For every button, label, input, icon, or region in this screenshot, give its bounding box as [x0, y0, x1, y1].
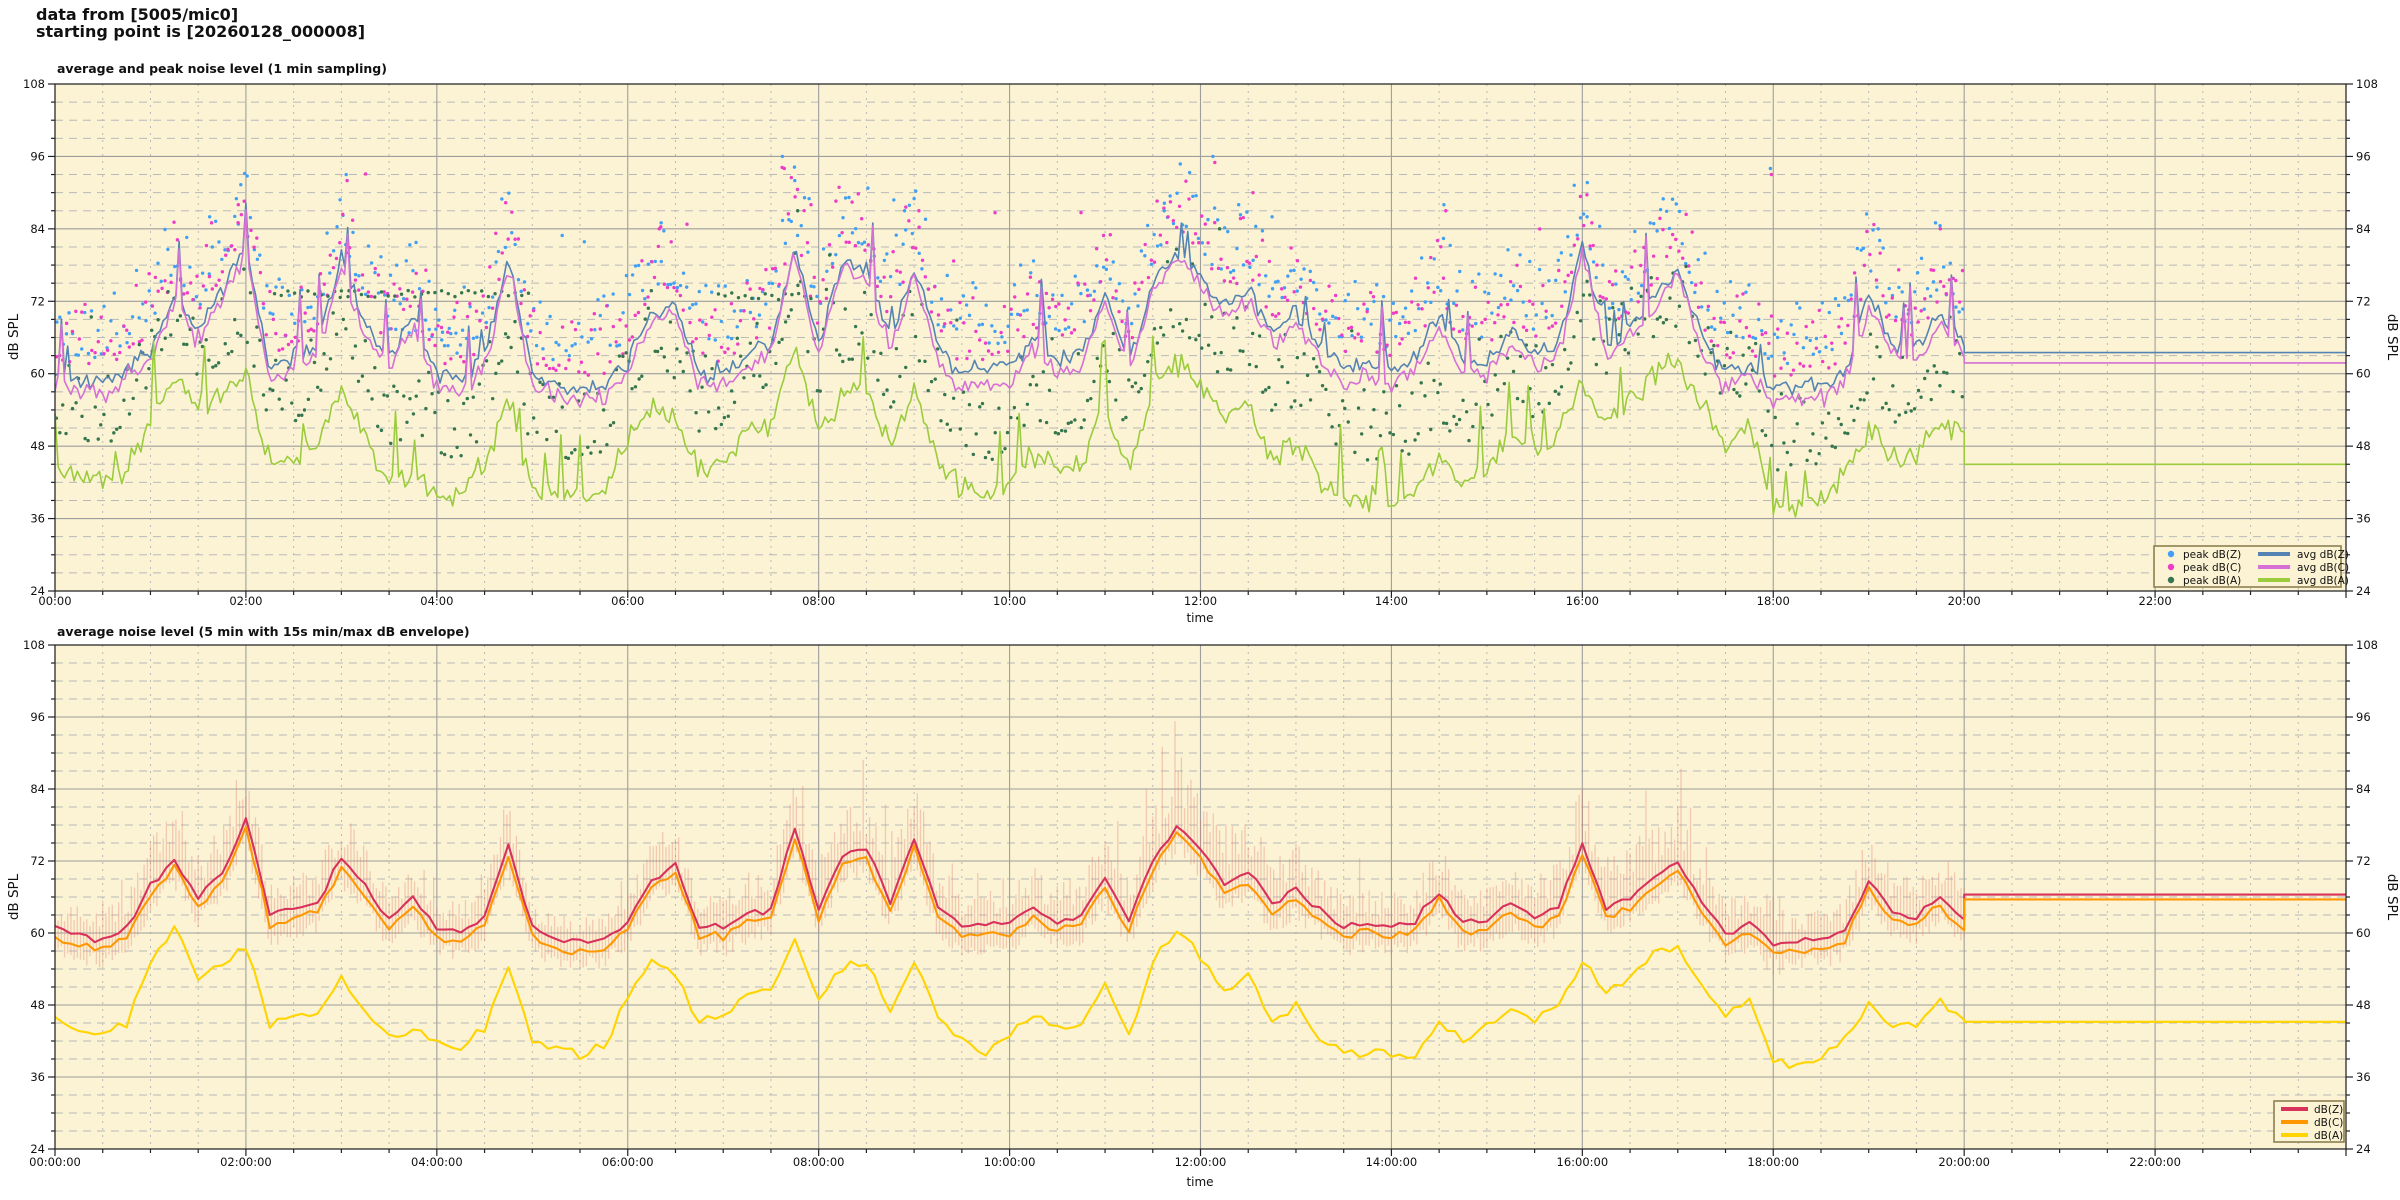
svg-text:60: 60 — [30, 367, 45, 381]
top-chart-xlabel: time — [1186, 611, 1213, 625]
svg-text:18:00:00: 18:00:00 — [1747, 1155, 1799, 1169]
svg-text:24: 24 — [30, 584, 45, 598]
svg-text:10:00: 10:00 — [993, 594, 1026, 608]
svg-text:72: 72 — [2356, 854, 2371, 868]
svg-text:72: 72 — [30, 294, 45, 308]
svg-text:00:00: 00:00 — [38, 594, 71, 608]
svg-text:04:00:00: 04:00:00 — [411, 1155, 463, 1169]
svg-text:18:00: 18:00 — [1757, 594, 1790, 608]
svg-text:06:00: 06:00 — [611, 594, 644, 608]
svg-text:84: 84 — [30, 782, 45, 796]
svg-text:36: 36 — [30, 1070, 45, 1084]
bottom-chart-axes: 24 24 36 36 48 48 60 60 72 72 84 84 96 96 108 108 00:00:… — [23, 638, 2378, 1169]
svg-text:108: 108 — [23, 77, 45, 91]
bottom-chart-xlabel: time — [1186, 1175, 1213, 1189]
svg-text:12:00:00: 12:00:00 — [1175, 1155, 1227, 1169]
svg-text:108: 108 — [23, 638, 45, 652]
bottom-chart-ylabel-left: dB SPL — [6, 873, 22, 920]
top-chart-lines — [54, 202, 2346, 518]
svg-text:60: 60 — [2356, 926, 2371, 940]
svg-text:08:00: 08:00 — [802, 594, 835, 608]
svg-text:16:00: 16:00 — [1566, 594, 1599, 608]
svg-text:dB(A): dB(A) — [2314, 1130, 2343, 1142]
svg-text:84: 84 — [2356, 782, 2371, 796]
svg-text:84: 84 — [30, 222, 45, 236]
svg-text:96: 96 — [30, 710, 45, 724]
bottom-chart-ylabel-right: dB SPL — [2384, 874, 2400, 921]
header: data from [5005/mic0] starting point is [… — [36, 6, 365, 40]
header-line-2: starting point is [20260128_000008] — [36, 22, 366, 41]
top-chart-legend: peak dB(Z)peak dB(C)peak dB(A)avg dB(Z)a… — [2153, 545, 2349, 588]
svg-text:dB(C): dB(C) — [2314, 1117, 2343, 1129]
top-chart-title: average and peak noise level (1 min samp… — [57, 61, 387, 76]
peak-scatter-dots — [54, 154, 1965, 472]
svg-text:22:00: 22:00 — [2139, 594, 2172, 608]
svg-text:dB(Z): dB(Z) — [2314, 1104, 2343, 1116]
svg-text:14:00:00: 14:00:00 — [1366, 1155, 1418, 1169]
svg-text:108: 108 — [2356, 638, 2378, 652]
svg-text:avg dB(A): avg dB(A) — [2297, 575, 2349, 587]
top-chart-ylabel-right: dB SPL — [2384, 314, 2400, 361]
svg-text:08:00:00: 08:00:00 — [793, 1155, 845, 1169]
svg-text:36: 36 — [30, 512, 45, 526]
svg-text:36: 36 — [2356, 512, 2371, 526]
bottom-chart-legend: dB(Z)dB(C)dB(A) — [2273, 1100, 2345, 1143]
svg-text:12:00: 12:00 — [1184, 594, 1217, 608]
svg-text:72: 72 — [2356, 294, 2371, 308]
top-chart-series-avgdbc — [54, 209, 2346, 410]
bottom-chart-lines — [54, 817, 2346, 1070]
svg-text:02:00: 02:00 — [229, 594, 262, 608]
bottom-chart-title: average noise level (5 min with 15s min/… — [57, 624, 470, 639]
svg-text:108: 108 — [2356, 77, 2378, 91]
bottom-chart-grid — [55, 645, 2346, 1149]
svg-text:60: 60 — [30, 926, 45, 940]
svg-text:24: 24 — [30, 1142, 45, 1156]
bottom-chart-series-dbc — [54, 825, 2346, 956]
svg-text:48: 48 — [30, 998, 45, 1012]
svg-text:22:00:00: 22:00:00 — [2129, 1155, 2181, 1169]
svg-text:20:00: 20:00 — [1948, 594, 1981, 608]
svg-text:20:00:00: 20:00:00 — [1938, 1155, 1990, 1169]
svg-text:peak dB(C): peak dB(C) — [2183, 562, 2241, 574]
svg-text:02:00:00: 02:00:00 — [220, 1155, 272, 1169]
svg-text:72: 72 — [30, 854, 45, 868]
svg-text:06:00:00: 06:00:00 — [602, 1155, 654, 1169]
svg-text:48: 48 — [30, 439, 45, 453]
top-chart-ylabel-left: dB SPL — [6, 313, 22, 360]
svg-text:00:00:00: 00:00:00 — [29, 1155, 81, 1169]
svg-text:96: 96 — [2356, 149, 2371, 163]
svg-text:36: 36 — [2356, 1070, 2371, 1084]
svg-text:avg dB(C): avg dB(C) — [2297, 562, 2349, 574]
svg-text:24: 24 — [2356, 584, 2371, 598]
svg-text:14:00: 14:00 — [1375, 594, 1408, 608]
top-chart: 24 24 36 36 48 48 60 60 72 72 84 84 96 96 108 108 00:00 0… — [23, 77, 2378, 608]
svg-text:96: 96 — [30, 149, 45, 163]
top-chart-series-avgdbz — [54, 202, 2346, 396]
header-line-1: data from [5005/mic0] — [36, 5, 239, 24]
svg-text:96: 96 — [2356, 710, 2371, 724]
top-chart-axes: 24 24 36 36 48 48 60 60 72 72 84 84 96 96 108 108 00:00 0… — [23, 77, 2378, 608]
bottom-chart-series-dbz — [54, 817, 2346, 947]
svg-text:60: 60 — [2356, 367, 2371, 381]
svg-text:48: 48 — [2356, 439, 2371, 453]
top-chart-series-avgdba — [54, 335, 2346, 518]
svg-text:10:00:00: 10:00:00 — [984, 1155, 1036, 1169]
bottom-chart: 24 24 36 36 48 48 60 60 72 72 84 84 96 96 108 108 00:00:… — [23, 638, 2378, 1169]
svg-text:84: 84 — [2356, 222, 2371, 236]
svg-text:peak dB(A): peak dB(A) — [2183, 575, 2241, 587]
svg-text:48: 48 — [2356, 998, 2371, 1012]
top-chart-grid — [55, 84, 2346, 591]
svg-text:peak dB(Z): peak dB(Z) — [2183, 549, 2241, 561]
svg-text:04:00: 04:00 — [420, 594, 453, 608]
svg-text:16:00:00: 16:00:00 — [1557, 1155, 1609, 1169]
svg-text:24: 24 — [2356, 1142, 2371, 1156]
bottom-chart-series-dba — [54, 925, 2346, 1070]
svg-text:avg dB(Z): avg dB(Z) — [2297, 549, 2349, 561]
